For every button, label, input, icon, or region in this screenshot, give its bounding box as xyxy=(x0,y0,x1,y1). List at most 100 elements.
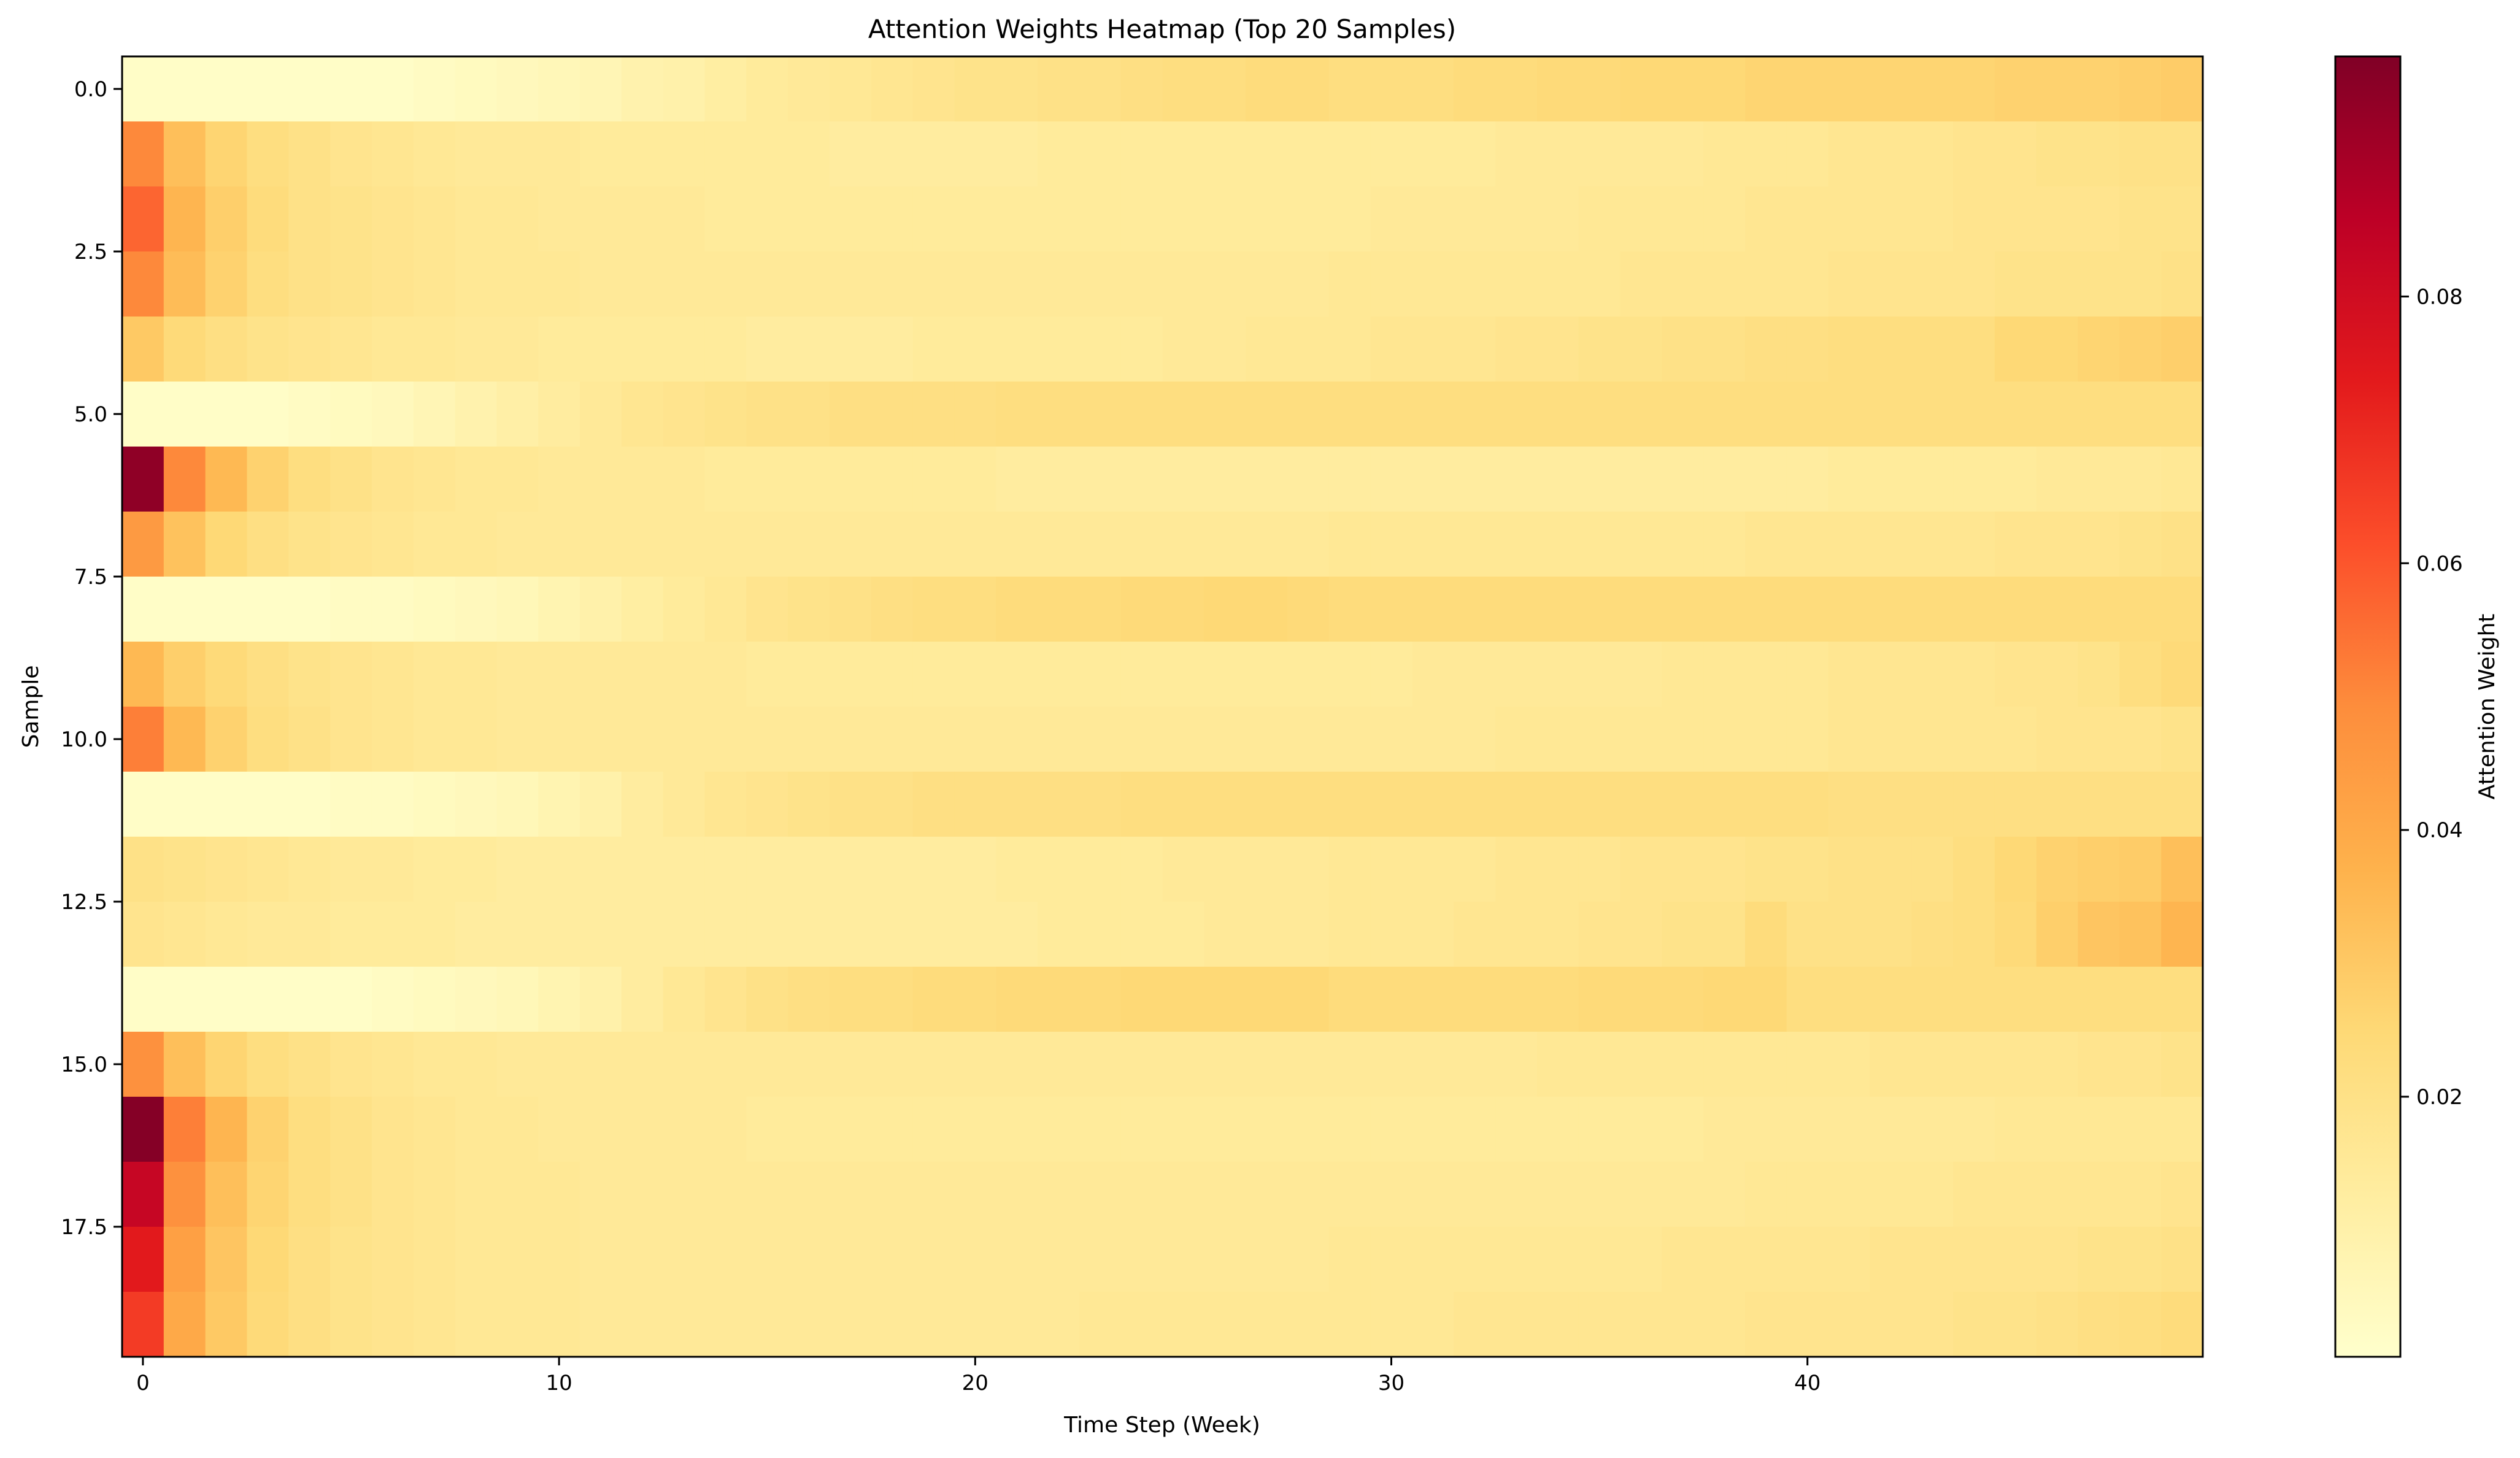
heatmap-cell xyxy=(2119,512,2162,577)
heatmap-cell xyxy=(1744,447,1787,512)
heatmap-cell xyxy=(1454,837,1496,902)
heatmap-cell xyxy=(2078,1227,2120,1292)
heatmap-cell xyxy=(1079,837,1122,902)
heatmap-cell xyxy=(1328,1097,1371,1162)
heatmap-cell xyxy=(788,186,830,252)
heatmap-cell xyxy=(1162,317,1204,382)
heatmap-cell xyxy=(2078,186,2120,252)
heatmap-cell xyxy=(2161,447,2203,512)
heatmap-cell xyxy=(288,382,331,447)
heatmap-cell xyxy=(2119,382,2162,447)
heatmap-cell xyxy=(1578,1227,1621,1292)
heatmap-cell xyxy=(1703,186,1746,252)
heatmap-cell xyxy=(371,837,414,902)
heatmap-cell xyxy=(122,1227,164,1292)
heatmap-cell xyxy=(371,121,414,187)
heatmap-cell xyxy=(1786,1162,1829,1227)
heatmap-cell xyxy=(205,642,248,707)
heatmap-cell xyxy=(455,837,497,902)
heatmap-cell xyxy=(1911,1227,1954,1292)
heatmap-cell xyxy=(1662,121,1704,187)
heatmap-cell xyxy=(912,837,955,902)
heatmap-cell xyxy=(247,707,289,772)
heatmap-cell xyxy=(2036,56,2079,122)
heatmap-cell xyxy=(788,1162,830,1227)
heatmap-cell xyxy=(1911,56,1954,122)
heatmap-cell xyxy=(163,382,206,447)
heatmap-cell xyxy=(1662,382,1704,447)
chart-title: Attention Weights Heatmap (Top 20 Sample… xyxy=(868,14,1456,44)
heatmap-cell xyxy=(1703,772,1746,837)
x-tick-label: 40 xyxy=(1794,1371,1821,1395)
heatmap-cell xyxy=(1328,902,1371,967)
heatmap-cell xyxy=(788,707,830,772)
heatmap-cell xyxy=(1994,121,2037,187)
heatmap-cell xyxy=(1287,1097,1330,1162)
heatmap-cell xyxy=(1454,1162,1496,1227)
heatmap-cell xyxy=(746,707,788,772)
heatmap-cell xyxy=(1786,967,1829,1032)
heatmap-cell xyxy=(1662,642,1704,707)
heatmap-cell xyxy=(205,382,248,447)
heatmap-cell xyxy=(912,447,955,512)
heatmap-cell xyxy=(1578,56,1621,122)
heatmap-cell xyxy=(1536,186,1579,252)
heatmap-cell xyxy=(247,382,289,447)
heatmap-cell xyxy=(205,902,248,967)
heatmap-cell xyxy=(1536,447,1579,512)
heatmap-cell xyxy=(1328,642,1371,707)
heatmap-cell xyxy=(122,772,164,837)
heatmap-cell xyxy=(1994,1292,2037,1357)
heatmap-cell xyxy=(1828,56,1871,122)
heatmap-cell xyxy=(2036,382,2079,447)
heatmap-cell xyxy=(288,251,331,317)
heatmap-cell xyxy=(1620,1097,1662,1162)
heatmap-cell xyxy=(1328,967,1371,1032)
heatmap-cell xyxy=(496,317,539,382)
heatmap-cell xyxy=(1911,707,1954,772)
y-tick-label: 5.0 xyxy=(74,402,107,427)
heatmap-cell xyxy=(1328,837,1371,902)
heatmap-cell xyxy=(163,251,206,317)
heatmap-cell xyxy=(1870,121,1912,187)
heatmap-cell xyxy=(413,1227,456,1292)
heatmap-cell xyxy=(1786,1292,1829,1357)
heatmap-cell xyxy=(1370,837,1413,902)
heatmap-cell xyxy=(996,1097,1038,1162)
heatmap-cell xyxy=(621,642,664,707)
heatmap-cell xyxy=(1744,902,1787,967)
heatmap-cell xyxy=(1204,642,1246,707)
heatmap-cell xyxy=(1038,967,1080,1032)
heatmap-cell xyxy=(538,837,580,902)
heatmap-cell xyxy=(1412,772,1454,837)
heatmap-cell xyxy=(288,837,331,902)
heatmap-cell xyxy=(1536,121,1579,187)
heatmap-cell xyxy=(538,772,580,837)
heatmap-cell xyxy=(288,1227,331,1292)
heatmap-cell xyxy=(1454,186,1496,252)
heatmap-cell xyxy=(288,1097,331,1162)
heatmap-cell xyxy=(1994,251,2037,317)
heatmap-cell xyxy=(871,121,914,187)
heatmap-cell xyxy=(1412,251,1454,317)
heatmap-cell xyxy=(2161,707,2203,772)
heatmap-cell xyxy=(247,577,289,642)
heatmap-cell xyxy=(996,251,1038,317)
heatmap-cell xyxy=(746,447,788,512)
heatmap-cell xyxy=(704,1162,747,1227)
x-tick-label: 20 xyxy=(962,1371,988,1395)
heatmap-cell xyxy=(1495,902,1538,967)
heatmap-cell xyxy=(1038,772,1080,837)
heatmap-cell xyxy=(1246,1032,1288,1097)
heatmap-cell xyxy=(1162,1227,1204,1292)
heatmap-cell xyxy=(663,837,706,902)
heatmap-cell xyxy=(788,1292,830,1357)
heatmap-cell xyxy=(2078,317,2120,382)
heatmap-cell xyxy=(912,1227,955,1292)
heatmap-cell xyxy=(413,642,456,707)
heatmap-cell xyxy=(455,512,497,577)
heatmap-cell xyxy=(996,1032,1038,1097)
heatmap-cell xyxy=(538,642,580,707)
heatmap-cell xyxy=(1287,317,1330,382)
heatmap-cell xyxy=(871,1162,914,1227)
